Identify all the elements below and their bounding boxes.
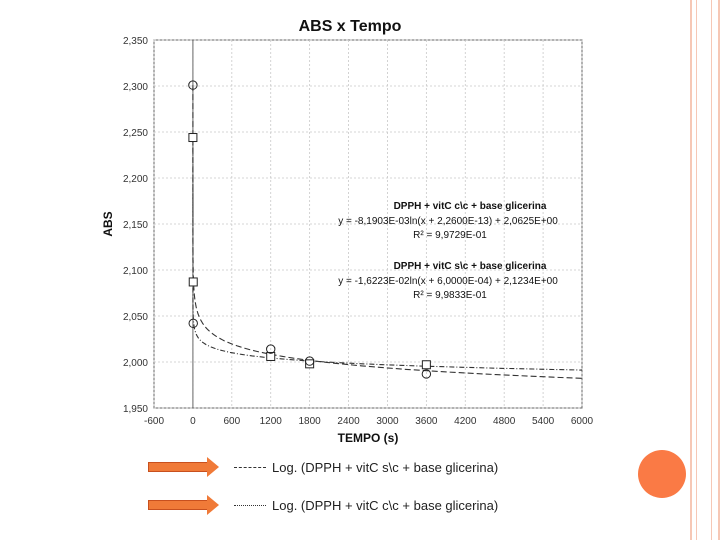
legend-swatch-dash-dot	[234, 504, 266, 506]
y-tick-label: 2,000	[123, 358, 148, 369]
x-axis-label: TEMPO (s)	[338, 431, 399, 445]
fit-annotation-equation: y = -1,6223E-02ln(x + 6,0000E-04) + 2,12…	[338, 276, 558, 287]
y-axis-label: ABS	[101, 211, 115, 236]
y-tick-label: 2,100	[123, 266, 148, 277]
y-tick-label: 2,350	[123, 36, 148, 47]
x-tick-label: 4200	[454, 416, 477, 427]
chart-title: ABS x Tempo	[299, 18, 402, 35]
x-tick-label: 6000	[571, 416, 594, 427]
y-tick-label: 1,950	[123, 404, 148, 415]
fit-annotation-equation: y = -8,1903E-03ln(x + 2,2600E-13) + 2,06…	[338, 216, 558, 227]
y-tick-label: 2,050	[123, 312, 148, 323]
orange-arrow-icon	[148, 457, 219, 477]
legend-item-dashed: Log. (DPPH + vitC s\c + base glicerina)	[148, 455, 498, 479]
y-tick-label: 2,200	[123, 174, 148, 185]
fit-curve-dashed	[192, 248, 583, 379]
x-tick-label: -600	[144, 416, 164, 427]
x-tick-label: 1800	[299, 416, 322, 427]
legend-item-dash-dot: Log. (DPPH + vitC c\c + base glicerina)	[148, 493, 498, 517]
fit-annotation-title: DPPH + vitC c\c + base glicerina	[394, 201, 547, 212]
data-point-circle	[188, 318, 198, 329]
y-tick-label: 2,300	[123, 82, 148, 93]
data-point-square	[421, 360, 431, 370]
data-point-square	[266, 351, 276, 361]
data-point-circle	[188, 80, 198, 90]
decorative-border-inner	[696, 0, 712, 540]
data-point-square	[305, 359, 315, 369]
y-tick-label: 2,250	[123, 128, 148, 139]
legend-swatch-dashed	[234, 466, 266, 468]
x-tick-label: 600	[223, 416, 240, 427]
x-tick-label: 3600	[415, 416, 438, 427]
data-point-circle	[266, 344, 276, 354]
x-tick-label: 1200	[260, 416, 283, 427]
x-tick-label: 4800	[493, 416, 516, 427]
data-point-circle	[421, 369, 432, 379]
y-tick-label: 2,150	[123, 220, 148, 231]
data-point-square	[188, 133, 198, 143]
fit-annotation-r2: R² = 9,9729E-01	[413, 230, 487, 241]
x-tick-label: 0	[190, 416, 196, 427]
legend-label: Log. (DPPH + vitC s\c + base glicerina)	[272, 459, 499, 475]
abs-tempo-chart: -600 0 600 1200 1800 2400 3000 3600 4200 4800 5400…	[101, 18, 594, 445]
data-point-circle	[304, 356, 315, 366]
legend-label: Log. (DPPH + vitC c\c + base glicerina)	[272, 497, 499, 513]
data-point-square	[188, 277, 198, 287]
orange-arrow-icon	[148, 495, 219, 515]
fit-annotation-r2: R² = 9,9833E-01	[413, 290, 487, 301]
x-tick-label: 5400	[532, 416, 555, 427]
fit-curve-dash-dot	[192, 304, 583, 371]
fit-annotation-title: DPPH + vitC s\c + base glicerina	[394, 261, 547, 272]
x-tick-label: 2400	[337, 416, 360, 427]
x-tick-label: 3000	[376, 416, 399, 427]
decorative-orange-circle	[638, 450, 686, 498]
